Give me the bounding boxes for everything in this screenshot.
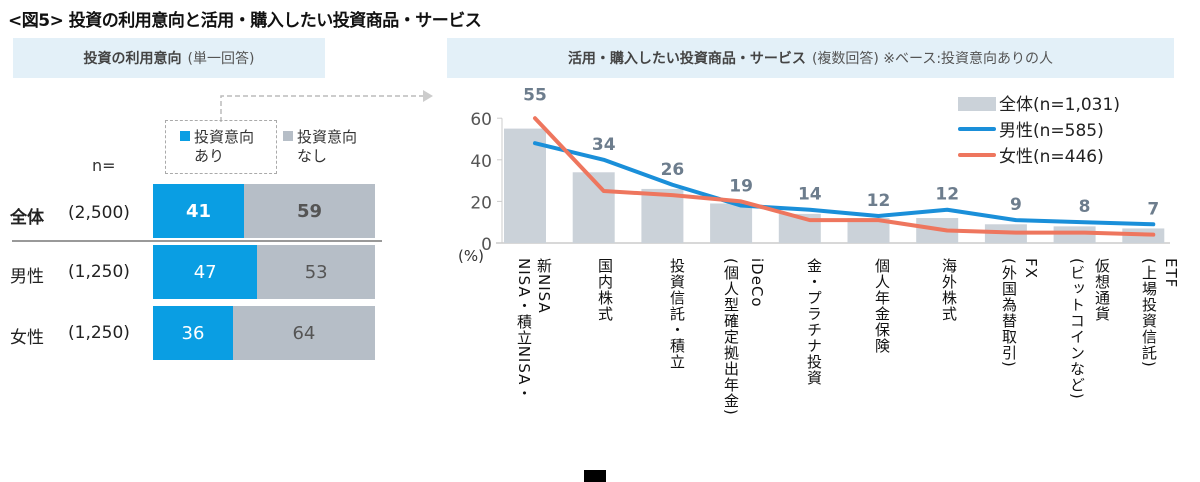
x-label: 新NISA — [535, 258, 553, 314]
svg-text:60: 60 — [470, 110, 492, 130]
row-n-male: (1,250) — [68, 262, 130, 282]
bar-female-no: 64 — [232, 306, 375, 360]
x-label: (個人型確定拠出年金) — [722, 258, 740, 416]
chart-legend: 全体(n=1,031) 男性(n=585) 女性(n=446) — [958, 92, 1120, 170]
x-label: (ビットコインなど) — [1068, 258, 1086, 400]
legend-yes: 投資意向 あり — [180, 128, 254, 166]
bar-total-yes: 41 — [153, 184, 245, 238]
svg-text:12: 12 — [935, 185, 959, 205]
svg-text:8: 8 — [1079, 197, 1091, 217]
svg-text:19: 19 — [729, 176, 753, 196]
bar-female-yes: 36 — [153, 306, 233, 360]
svg-text:55: 55 — [523, 86, 547, 106]
right-panel-subtitle: (複数回答) ※ベース:投資意向ありの人 — [811, 51, 1054, 67]
legend-female-swatch — [958, 153, 996, 157]
x-label: iDeCo — [748, 258, 766, 308]
y-unit-label: (%) — [458, 247, 484, 265]
svg-text:14: 14 — [798, 185, 822, 205]
svg-text:20: 20 — [470, 193, 492, 213]
legend-swatch-yes — [180, 131, 190, 141]
x-label: 仮想通貨 — [1093, 258, 1111, 322]
svg-text:0: 0 — [481, 235, 492, 255]
row-n-total: (2,500) — [68, 203, 130, 223]
figure-title: <図5> 投資の利用意向と活用・購入したい投資商品・サービス — [8, 11, 482, 31]
legend-yes-box — [165, 120, 277, 174]
x-label: (上場投資信託) — [1140, 258, 1158, 368]
combo-chart: 0 20 40 60 55 34 26 19 14 12 12 9 8 7 — [470, 86, 1170, 255]
svg-text:9: 9 — [1010, 195, 1022, 215]
row-label-male: 男性 — [10, 267, 44, 287]
bar-male: 47 53 — [153, 245, 375, 299]
divider — [12, 240, 382, 242]
svg-text:40: 40 — [470, 152, 492, 172]
svg-text:34: 34 — [592, 135, 616, 155]
left-panel-header: 投資の利用意向 (単一回答) — [13, 38, 325, 78]
row-label-total: 全体 — [10, 208, 44, 228]
legend-swatch-no — [283, 131, 293, 141]
x-label: ETF — [1162, 258, 1180, 289]
bar-male-no: 53 — [257, 245, 375, 299]
row-n-female: (1,250) — [68, 323, 130, 343]
legend-no-label-2: なし — [297, 147, 328, 165]
legend-female: 女性(n=446) — [958, 144, 1120, 170]
x-label: 国内株式 — [596, 258, 614, 322]
row-label-female: 女性 — [10, 328, 44, 348]
n-label: n= — [92, 156, 116, 175]
bar-male-yes: 47 — [153, 245, 258, 299]
legend-male-swatch — [958, 127, 996, 131]
svg-text:12: 12 — [867, 191, 891, 211]
left-panel-subtitle: (単一回答) — [187, 51, 255, 67]
legend-no-label-1: 投資意向 — [297, 128, 358, 146]
bar-total: 41 59 — [153, 184, 375, 238]
svg-text:7: 7 — [1147, 199, 1159, 219]
right-panel-header: 活用・購入したい投資商品・サービス (複数回答) ※ベース:投資意向ありの人 — [447, 38, 1174, 78]
x-label: 個人年金保険 — [873, 258, 891, 354]
x-label: 金・プラチナ投資 — [805, 258, 823, 386]
x-label: 海外株式 — [940, 258, 958, 322]
legend-total: 全体(n=1,031) — [958, 92, 1120, 118]
right-panel-title: 活用・購入したい投資商品・サービス — [567, 51, 806, 67]
x-label: 投資信託・積立 — [668, 258, 686, 370]
x-label: NISA・積立NISA・ — [515, 258, 533, 402]
x-label: (外国為替取引) — [1000, 258, 1018, 368]
legend-no: 投資意向 なし — [283, 128, 357, 166]
legend-yes-label-2: あり — [194, 147, 225, 165]
connector-arrow-icon — [220, 90, 433, 122]
legend-yes-label-1: 投資意向 — [194, 128, 255, 146]
x-label: FX — [1022, 258, 1040, 279]
svg-text:26: 26 — [661, 160, 685, 180]
black-block — [584, 470, 606, 482]
left-panel-title: 投資の利用意向 — [83, 51, 182, 67]
legend-male: 男性(n=585) — [958, 118, 1120, 144]
bar-female: 36 64 — [153, 306, 375, 360]
bar-total-no: 59 — [244, 184, 375, 238]
legend-bar-swatch — [958, 97, 996, 111]
